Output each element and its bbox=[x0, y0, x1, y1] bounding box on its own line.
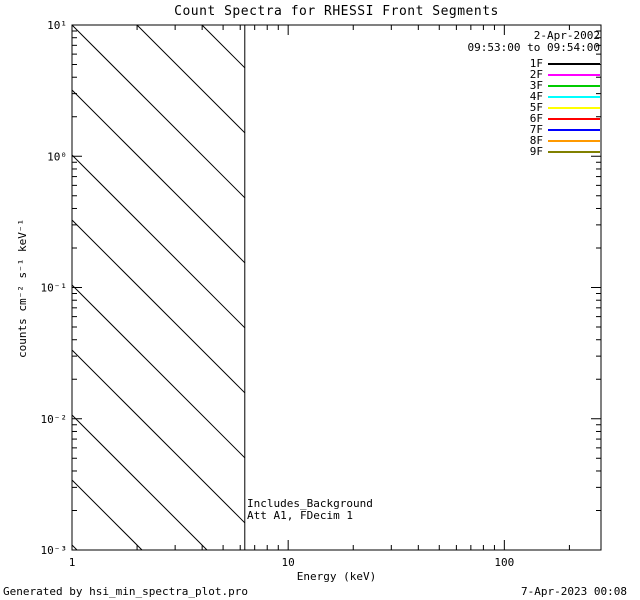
legend-entry: 4F bbox=[468, 91, 600, 102]
legend-entry: 1F bbox=[468, 58, 600, 69]
legend-entry: 7F bbox=[468, 124, 600, 135]
legend-entry: 9F bbox=[468, 146, 600, 157]
legend-entry: 2F bbox=[468, 69, 600, 80]
legend-line-swatch bbox=[548, 106, 600, 109]
legend-line-swatch bbox=[548, 62, 600, 65]
annotation-includes-background: Includes_Background bbox=[247, 497, 373, 510]
plot-annotations: Includes_Background Att A1, FDecim 1 bbox=[247, 498, 373, 521]
svg-text:10⁻²: 10⁻² bbox=[41, 413, 68, 426]
svg-text:10⁻³: 10⁻³ bbox=[41, 544, 68, 557]
legend-entry-label: 6F bbox=[529, 112, 543, 125]
legend-line-swatch bbox=[548, 150, 600, 153]
svg-text:1: 1 bbox=[69, 556, 76, 569]
legend-entries: 1F 2F 3F 4F 5F 6F 7F 8F 9F bbox=[468, 58, 600, 157]
legend-entry-label: 5F bbox=[529, 101, 543, 114]
legend-line-swatch bbox=[548, 128, 600, 131]
chart-title: Count Spectra for RHESSI Front Segments bbox=[174, 4, 499, 19]
legend-time-range: 09:53:00 to 09:54:00 bbox=[467, 41, 600, 54]
svg-text:10⁰: 10⁰ bbox=[47, 150, 67, 163]
svg-text:10¹: 10¹ bbox=[47, 19, 67, 32]
legend: 2-Apr-2002 09:53:00 to 09:54:00 1F 2F 3F 4F… bbox=[468, 30, 600, 157]
legend-entry-label: 1F bbox=[529, 57, 543, 70]
svg-text:10: 10 bbox=[282, 556, 295, 569]
plot-timestamp: 7-Apr-2023 00:08 bbox=[521, 585, 627, 598]
svg-text:10⁻¹: 10⁻¹ bbox=[41, 282, 68, 295]
legend-entry: 5F bbox=[468, 102, 600, 113]
annotation-attenuator-state: Att A1, FDecim 1 bbox=[247, 508, 353, 522]
legend-entry-label: 9F bbox=[529, 145, 543, 158]
legend-entry-label: 3F bbox=[529, 79, 543, 92]
legend-entry-label: 7F bbox=[529, 123, 543, 136]
legend-entry: 3F bbox=[468, 80, 600, 91]
legend-date: 2-Apr-2002 bbox=[533, 29, 600, 42]
legend-entry-label: 8F bbox=[529, 134, 543, 147]
generated-by-text: Generated by hsi_min_spectra_plot.pro bbox=[3, 585, 249, 598]
x-axis-label: Energy (keV) bbox=[296, 570, 377, 583]
y-axis-label: counts cm⁻² s⁻¹ keV⁻¹ bbox=[16, 218, 29, 358]
legend-entry-label: 2F bbox=[529, 68, 543, 81]
legend-line-swatch bbox=[548, 84, 600, 87]
legend-line-swatch bbox=[548, 95, 600, 98]
legend-line-swatch bbox=[548, 117, 600, 120]
legend-line-swatch bbox=[548, 139, 600, 142]
svg-text:100: 100 bbox=[494, 556, 514, 569]
legend-entry: 8F bbox=[468, 135, 600, 146]
legend-line-swatch bbox=[548, 73, 600, 76]
legend-entry: 6F bbox=[468, 113, 600, 124]
legend-entry-label: 4F bbox=[529, 90, 543, 103]
